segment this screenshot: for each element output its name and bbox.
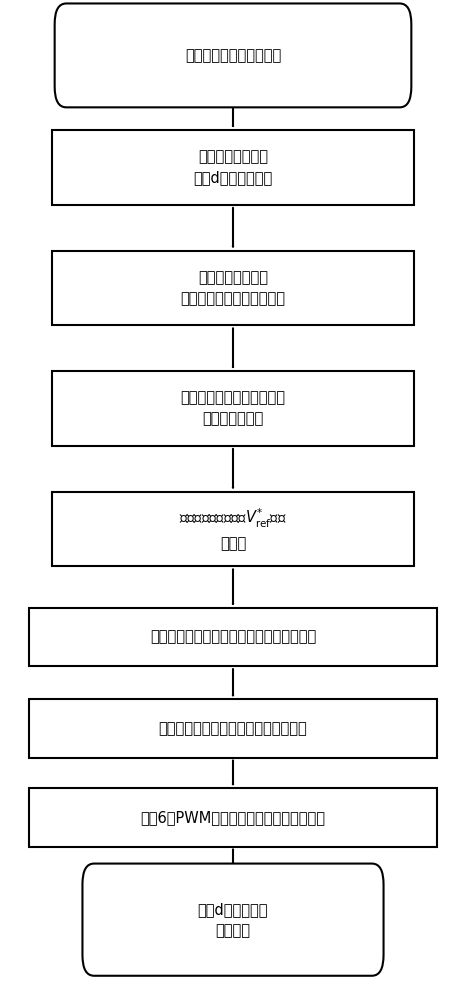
Text: 对故障开关管所影响扇区进行容错控制: 对故障开关管所影响扇区进行容错控制 bbox=[158, 721, 308, 736]
FancyBboxPatch shape bbox=[52, 371, 414, 446]
Text: 输出6路PWM脉冲作用于功率开关驱动电路: 输出6路PWM脉冲作用于功率开关驱动电路 bbox=[141, 810, 325, 825]
Text: 结合扇区划分方式
确定故障开关管所影响扇区: 结合扇区划分方式 确定故障开关管所影响扇区 bbox=[180, 270, 286, 306]
FancyBboxPatch shape bbox=[52, 492, 414, 566]
Text: 根据系统运行状态
调整d轴注入电流值: 根据系统运行状态 调整d轴注入电流值 bbox=[193, 150, 273, 186]
FancyBboxPatch shape bbox=[55, 3, 411, 107]
FancyBboxPatch shape bbox=[29, 608, 437, 666]
FancyBboxPatch shape bbox=[29, 788, 437, 847]
Text: 对不受故障开关管影响的扇区进行正常控制: 对不受故障开关管影响的扇区进行正常控制 bbox=[150, 630, 316, 645]
Text: 确定开关管故障前后故障零
矢量和有效矢量: 确定开关管故障前后故障零 矢量和有效矢量 bbox=[180, 391, 286, 427]
FancyBboxPatch shape bbox=[82, 864, 384, 976]
FancyBboxPatch shape bbox=[52, 130, 414, 205]
FancyBboxPatch shape bbox=[29, 699, 437, 758]
Text: 确定扇区划分函数及$V_{\mathrm{ref}}^{*}$所在
的扇区: 确定扇区划分函数及$V_{\mathrm{ref}}^{*}$所在 的扇区 bbox=[179, 507, 287, 551]
Text: 完成d轴电流注入
容错控制: 完成d轴电流注入 容错控制 bbox=[198, 902, 268, 938]
FancyBboxPatch shape bbox=[52, 251, 414, 325]
Text: 读取开关管故障诊断信息: 读取开关管故障诊断信息 bbox=[185, 48, 281, 63]
